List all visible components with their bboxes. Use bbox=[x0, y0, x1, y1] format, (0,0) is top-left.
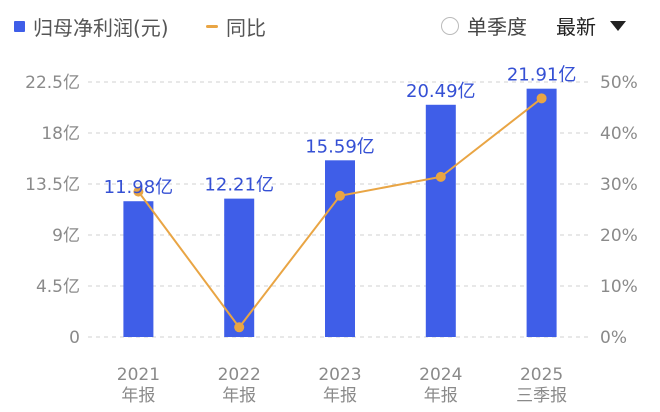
x-axis-tick-year: 2022 bbox=[218, 365, 261, 385]
radio-circle-icon bbox=[441, 16, 459, 35]
x-axis-tick-year: 2025 bbox=[520, 365, 563, 385]
bar-data-label: 21.91亿 bbox=[507, 65, 577, 86]
right-axis-tick-label: 10% bbox=[600, 277, 638, 297]
bar bbox=[123, 201, 154, 337]
yoy-line-series bbox=[133, 93, 547, 333]
left-axis-tick-label: 4.5亿 bbox=[36, 277, 80, 297]
sort-dropdown[interactable]: 最新 bbox=[556, 11, 626, 40]
data-labels: 11.98亿 12.21亿 15.59亿 20.49亿 21.91亿 bbox=[104, 65, 577, 199]
legend-label-net-profit: 归母净利润(元) bbox=[33, 16, 169, 40]
left-axis-ticks: 0 4.5亿 9亿 13.5亿 18亿 22.5亿 bbox=[25, 73, 80, 348]
legend-label-yoy: 同比 bbox=[226, 16, 266, 40]
bar-data-label: 15.59亿 bbox=[305, 136, 375, 157]
left-axis-tick-label: 13.5亿 bbox=[25, 175, 80, 195]
left-axis-tick-label: 22.5亿 bbox=[25, 73, 80, 93]
right-axis-tick-label: 0% bbox=[600, 328, 627, 348]
bar bbox=[425, 104, 456, 337]
x-axis-tick-year: 2024 bbox=[419, 365, 462, 385]
x-axis-tick-period: 年报 bbox=[323, 386, 357, 406]
x-axis-tick-period: 三季报 bbox=[516, 386, 567, 406]
chart-header: 归母净利润(元) 同比 单季度 最新 bbox=[0, 0, 660, 52]
right-axis-tick-label: 40% bbox=[600, 124, 638, 144]
bar-swatch-icon bbox=[14, 21, 25, 32]
yoy-point bbox=[536, 93, 547, 104]
bar bbox=[325, 160, 355, 337]
caret-down-icon bbox=[610, 20, 626, 31]
line-swatch-icon bbox=[206, 25, 218, 28]
bar-series bbox=[123, 88, 557, 337]
left-axis-tick-label: 9亿 bbox=[52, 226, 80, 246]
legend-item-net-profit[interactable]: 归母净利润(元) bbox=[14, 12, 169, 41]
right-axis-ticks: 0% 10% 20% 30% 40% 50% bbox=[600, 73, 638, 348]
bar-data-label: 12.21亿 bbox=[204, 175, 274, 196]
yoy-point bbox=[335, 190, 345, 201]
single-quarter-label: 单季度 bbox=[467, 15, 527, 39]
right-axis-tick-label: 20% bbox=[600, 226, 638, 246]
left-axis-tick-label: 0 bbox=[69, 328, 80, 348]
x-axis-tick-period: 年报 bbox=[222, 386, 256, 406]
yoy-point bbox=[435, 171, 446, 182]
yoy-point bbox=[133, 186, 144, 197]
bar-data-label: 11.98亿 bbox=[104, 177, 174, 198]
right-axis-tick-label: 50% bbox=[600, 73, 638, 93]
legend-item-yoy[interactable]: 同比 bbox=[206, 12, 266, 41]
yoy-point bbox=[234, 322, 245, 333]
x-axis-tick-period: 年报 bbox=[424, 386, 458, 406]
single-quarter-radio[interactable]: 单季度 bbox=[441, 11, 527, 40]
right-axis-tick-label: 30% bbox=[600, 175, 638, 195]
sort-label: 最新 bbox=[556, 15, 596, 39]
bar bbox=[526, 88, 557, 337]
bar bbox=[224, 198, 255, 337]
x-axis-tick-period: 年报 bbox=[121, 386, 155, 406]
x-axis-tick-year: 2023 bbox=[318, 365, 361, 385]
x-axis-tick-year: 2021 bbox=[117, 365, 160, 385]
left-axis-tick-label: 18亿 bbox=[41, 124, 80, 144]
bar-data-label: 20.49亿 bbox=[406, 81, 476, 102]
